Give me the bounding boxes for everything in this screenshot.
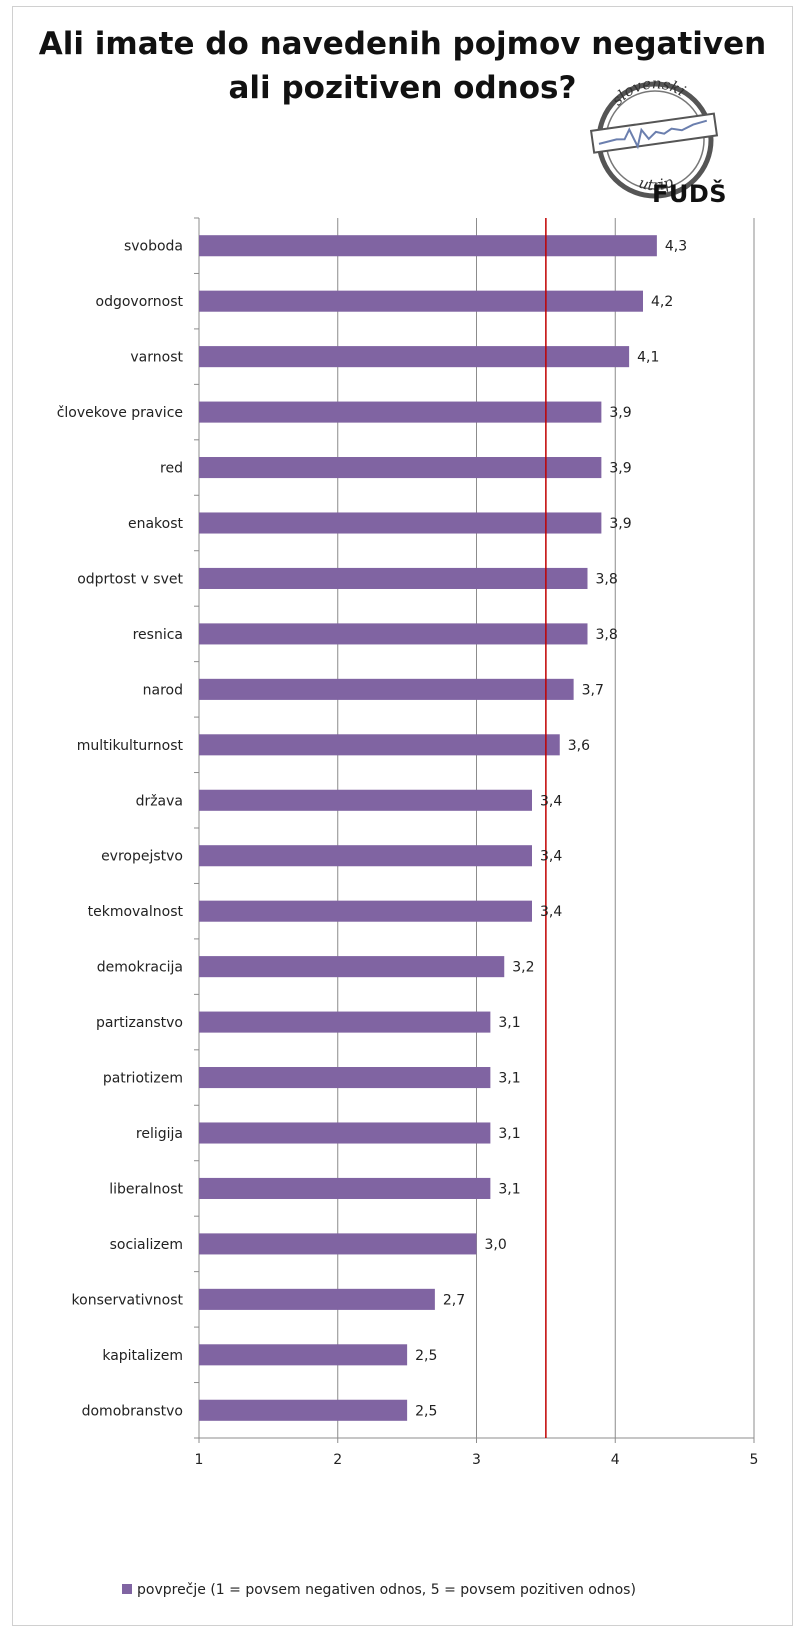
value-label-21: 2,5 xyxy=(415,1403,437,1419)
category-label-17: liberalnost xyxy=(109,1181,183,1197)
bar-6 xyxy=(199,567,588,589)
bar-11 xyxy=(199,845,532,867)
value-label-18: 3,0 xyxy=(485,1237,507,1253)
bar-8 xyxy=(199,678,574,700)
chart-title-line-1: Ali imate do navedenih pojmov negativen xyxy=(38,26,767,62)
value-label-14: 3,1 xyxy=(498,1015,520,1031)
bar-0 xyxy=(199,235,657,257)
category-label-13: demokracija xyxy=(97,960,183,976)
stamp-icon: slovenski utrip xyxy=(589,74,719,199)
category-label-9: multikulturnost xyxy=(77,738,184,754)
value-label-19: 2,7 xyxy=(443,1292,465,1308)
value-label-1: 4,2 xyxy=(651,294,673,310)
bar-7 xyxy=(199,623,588,645)
value-label-13: 3,2 xyxy=(512,960,534,976)
bar-15 xyxy=(199,1067,491,1089)
value-label-7: 3,8 xyxy=(596,627,618,643)
category-label-3: človekove pravice xyxy=(57,405,183,421)
slovenski-utrip-logo: slovenski utrip xyxy=(589,74,790,218)
chart-title: Ali imate do navedenih pojmov negativen … xyxy=(0,22,805,110)
category-label-16: religija xyxy=(136,1126,183,1142)
category-label-7: resnica xyxy=(133,627,183,643)
category-label-21: domobranstvo xyxy=(82,1403,183,1419)
value-label-8: 3,7 xyxy=(582,682,604,698)
logo-text-bottom: utrip xyxy=(637,173,676,195)
value-label-16: 3,1 xyxy=(498,1126,520,1142)
category-label-10: država xyxy=(136,793,183,809)
legend: povprečje (1 = povsem negativen odnos, 5… xyxy=(122,1582,636,1598)
category-label-18: socializem xyxy=(110,1237,183,1253)
legend-swatch xyxy=(122,1584,132,1594)
category-label-11: evropejstvo xyxy=(101,849,183,865)
value-label-11: 3,4 xyxy=(540,849,562,865)
bar-12 xyxy=(199,900,532,922)
value-label-3: 3,9 xyxy=(609,405,631,421)
x-tick-label-3: 3 xyxy=(472,1452,481,1468)
value-label-20: 2,5 xyxy=(415,1348,437,1364)
chart-title-line-2: ali pozitiven odnos? xyxy=(228,70,577,106)
value-label-6: 3,8 xyxy=(596,571,618,587)
bar-14 xyxy=(199,1011,491,1033)
value-label-17: 3,1 xyxy=(498,1181,520,1197)
bar-21 xyxy=(199,1399,408,1421)
category-label-14: partizanstvo xyxy=(96,1015,183,1031)
value-label-9: 3,6 xyxy=(568,738,590,754)
x-tick-label-2: 2 xyxy=(333,1452,342,1468)
bar-3 xyxy=(199,401,602,423)
category-label-8: narod xyxy=(143,682,183,698)
category-label-19: konservativnost xyxy=(72,1292,184,1308)
category-label-6: odprtost v svet xyxy=(77,571,183,587)
bar-2 xyxy=(199,346,630,368)
bars xyxy=(199,235,657,1421)
category-label-20: kapitalizem xyxy=(102,1348,183,1364)
labels: 1 2 3 4 5 svoboda 4,3 odgovornost 4,2 varnost 4,1 č… xyxy=(57,239,759,1468)
category-label-1: odgovornost xyxy=(96,294,184,310)
value-label-12: 3,4 xyxy=(540,904,562,920)
bar-20 xyxy=(199,1344,408,1366)
value-label-4: 3,9 xyxy=(609,461,631,477)
bar-13 xyxy=(199,956,505,978)
category-label-15: patriotizem xyxy=(103,1071,183,1087)
bar-1 xyxy=(199,290,643,312)
value-label-15: 3,1 xyxy=(498,1071,520,1087)
legend-label: povprečje (1 = povsem negativen odnos, 5… xyxy=(137,1582,636,1598)
bar-19 xyxy=(199,1288,435,1310)
category-label-4: red xyxy=(160,461,183,477)
x-tick-label-1: 1 xyxy=(195,1452,204,1468)
value-label-2: 4,1 xyxy=(637,350,659,366)
bar-5 xyxy=(199,512,602,534)
value-label-10: 3,4 xyxy=(540,793,562,809)
bar-10 xyxy=(199,789,532,811)
category-label-0: svoboda xyxy=(124,239,183,255)
bar-17 xyxy=(199,1177,491,1199)
bar-16 xyxy=(199,1122,491,1144)
bar-4 xyxy=(199,457,602,479)
category-label-5: enakost xyxy=(128,516,184,532)
logo-org-name: FUDŠ xyxy=(652,180,728,208)
x-tick-label-5: 5 xyxy=(750,1452,759,1468)
value-label-0: 4,3 xyxy=(665,239,687,255)
bar-9 xyxy=(199,734,560,756)
x-tick-label-4: 4 xyxy=(611,1452,620,1468)
category-label-2: varnost xyxy=(130,350,183,366)
category-label-12: tekmovalnost xyxy=(88,904,184,920)
bar-18 xyxy=(199,1233,477,1255)
value-label-5: 3,9 xyxy=(609,516,631,532)
